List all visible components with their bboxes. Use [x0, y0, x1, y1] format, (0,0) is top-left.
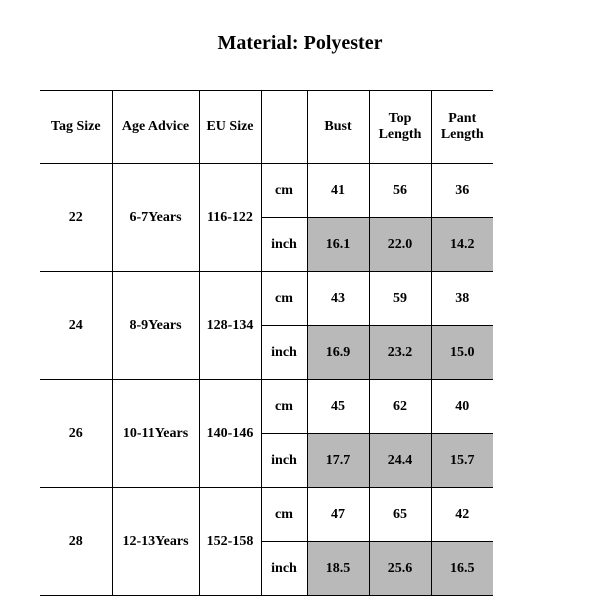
- cell-unit-cm: cm: [261, 272, 307, 326]
- cell-pant-length: 40: [431, 380, 493, 434]
- cell-pant-length: 14.2: [431, 218, 493, 272]
- cell-eu-size: 116-122: [199, 164, 261, 272]
- col-eu-size: EU Size: [199, 91, 261, 164]
- col-bust: Bust: [307, 91, 369, 164]
- cell-age-advice: 8-9Years: [112, 272, 199, 380]
- cell-tag-size: 28: [40, 488, 112, 596]
- cell-pant-length: 42: [431, 488, 493, 542]
- cell-age-advice: 12-13Years: [112, 488, 199, 596]
- cell-top-length: 24.4: [369, 434, 431, 488]
- cell-unit-cm: cm: [261, 488, 307, 542]
- cell-pant-length: 15.7: [431, 434, 493, 488]
- cell-bust: 45: [307, 380, 369, 434]
- cell-tag-size: 22: [40, 164, 112, 272]
- cell-bust: 47: [307, 488, 369, 542]
- header-row: Tag Size Age Advice EU Size Bust Top Len…: [40, 91, 493, 164]
- cell-bust: 17.7: [307, 434, 369, 488]
- cell-bust: 16.1: [307, 218, 369, 272]
- cell-eu-size: 152-158: [199, 488, 261, 596]
- col-age-advice: Age Advice: [112, 91, 199, 164]
- cell-age-advice: 6-7Years: [112, 164, 199, 272]
- cell-unit-cm: cm: [261, 380, 307, 434]
- cell-bust: 43: [307, 272, 369, 326]
- col-pant-length: Pant Length: [431, 91, 493, 164]
- size-table: Tag Size Age Advice EU Size Bust Top Len…: [40, 90, 493, 596]
- cell-unit-inch: inch: [261, 434, 307, 488]
- table-row: 28 12-13Years 152-158 cm 47 65 42: [40, 488, 493, 542]
- cell-tag-size: 24: [40, 272, 112, 380]
- cell-top-length: 59: [369, 272, 431, 326]
- cell-pant-length: 38: [431, 272, 493, 326]
- cell-eu-size: 128-134: [199, 272, 261, 380]
- cell-top-length: 62: [369, 380, 431, 434]
- col-top-length: Top Length: [369, 91, 431, 164]
- cell-top-length: 65: [369, 488, 431, 542]
- cell-bust: 16.9: [307, 326, 369, 380]
- cell-top-length: 22.0: [369, 218, 431, 272]
- table-row: 24 8-9Years 128-134 cm 43 59 38: [40, 272, 493, 326]
- cell-bust: 41: [307, 164, 369, 218]
- col-tag-size: Tag Size: [40, 91, 112, 164]
- cell-pant-length: 16.5: [431, 542, 493, 596]
- cell-eu-size: 140-146: [199, 380, 261, 488]
- cell-age-advice: 10-11Years: [112, 380, 199, 488]
- material-heading: Material: Polyester: [0, 32, 600, 55]
- table-row: 26 10-11Years 140-146 cm 45 62 40: [40, 380, 493, 434]
- cell-top-length: 25.6: [369, 542, 431, 596]
- cell-unit-inch: inch: [261, 218, 307, 272]
- cell-unit-inch: inch: [261, 326, 307, 380]
- cell-pant-length: 36: [431, 164, 493, 218]
- size-chart-page: Material: Polyester { "heading": "Materi…: [0, 0, 600, 600]
- cell-tag-size: 26: [40, 380, 112, 488]
- cell-bust: 18.5: [307, 542, 369, 596]
- table-row: 22 6-7Years 116-122 cm 41 56 36: [40, 164, 493, 218]
- cell-unit-cm: cm: [261, 164, 307, 218]
- cell-unit-inch: inch: [261, 542, 307, 596]
- cell-top-length: 56: [369, 164, 431, 218]
- col-unit: [261, 91, 307, 164]
- cell-pant-length: 15.0: [431, 326, 493, 380]
- cell-top-length: 23.2: [369, 326, 431, 380]
